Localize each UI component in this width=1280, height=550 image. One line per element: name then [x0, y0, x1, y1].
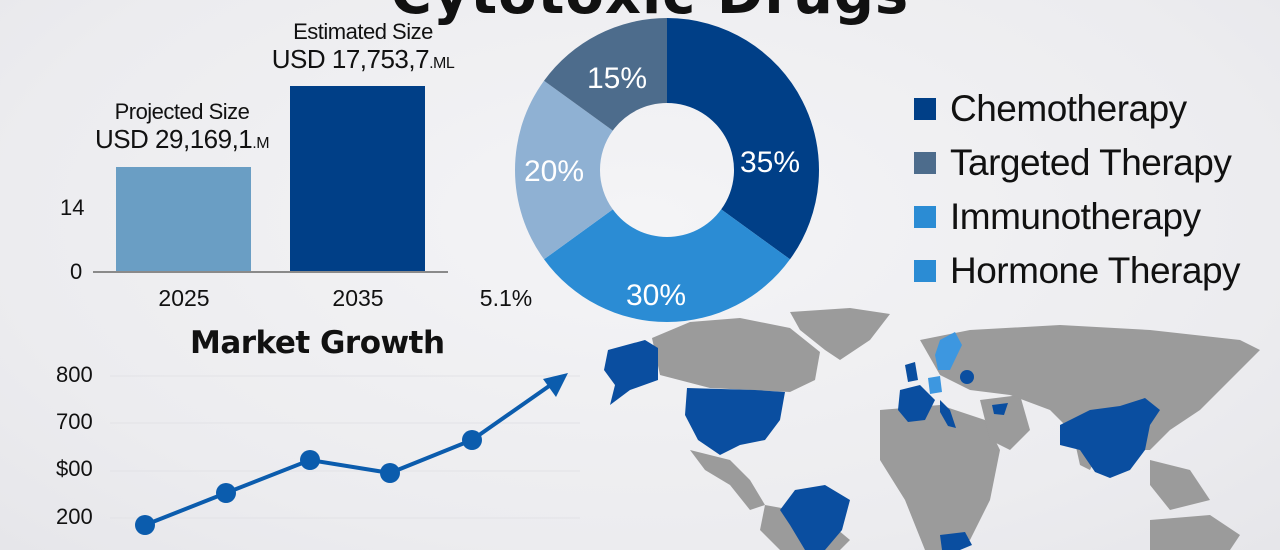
x-axis-line: [93, 271, 448, 273]
y-tick-200: 200: [56, 504, 93, 529]
legend-swatch-icon: [914, 260, 936, 282]
donut-label-chemotherapy: 35%: [740, 146, 801, 179]
x-tick-2035: 2035: [332, 285, 384, 311]
region-usa: [685, 388, 785, 455]
donut-slice-immunotherapy: [544, 209, 790, 322]
line-chart: [110, 373, 580, 535]
bar-label-2025: Projected Size USD 29,169,1.M: [94, 99, 270, 154]
region-italy: [940, 400, 956, 428]
trend-arrow-icon: [543, 373, 568, 397]
data-points: [135, 430, 482, 535]
y-tick-800: 800: [56, 362, 93, 387]
bar-label-2035: Estimated Size USD 17,753,7.ML: [271, 19, 455, 74]
region-china: [1060, 398, 1160, 478]
region-belarus: [960, 370, 974, 384]
cagr-label: 5.1%: [479, 285, 533, 311]
legend-item-chemotherapy: Chemotherapy: [914, 82, 1240, 136]
gridlines: [110, 375, 580, 519]
region-scandinavia: [935, 332, 962, 370]
region-alaska: [604, 340, 658, 405]
y-tick-700: 700: [56, 409, 93, 434]
growth-line: [144, 382, 554, 527]
donut-slice-chemotherapy: [667, 18, 819, 260]
legend-swatch-icon: [914, 152, 936, 174]
legend: Chemotherapy Targeted Therapy Immunother…: [914, 82, 1241, 298]
donut-slice-targeted-therapy: [544, 18, 667, 131]
bar-2035: [290, 86, 425, 271]
donut-label-targeted-therapy: 15%: [587, 62, 648, 95]
y-tick-500: $00: [56, 456, 93, 481]
region-western-europe: [898, 385, 935, 422]
region-brazil: [780, 485, 850, 550]
line-chart-title: Market Growth: [190, 325, 445, 361]
donut-label-immunotherapy: 30%: [626, 279, 687, 312]
bar-2025: [116, 167, 251, 271]
donut-slice-hormone-therapy: [515, 80, 613, 260]
legend-item-hormone-therapy: Hormone Therapy: [914, 244, 1241, 298]
region-caucasus: [992, 403, 1008, 415]
donut-label-hormone-therapy: 20%: [524, 155, 585, 188]
map-highlighted-light: [928, 332, 962, 394]
y-tick-0: 0: [70, 259, 83, 284]
map-highlighted-countries: [604, 340, 1160, 550]
region-uk: [905, 362, 918, 382]
region-south-africa: [940, 532, 972, 550]
legend-swatch-icon: [914, 206, 936, 228]
legend-item-targeted-therapy: Targeted Therapy: [914, 136, 1240, 190]
map-land: [652, 308, 1260, 550]
legend-swatch-icon: [914, 98, 936, 120]
y-tick-14: 14: [60, 195, 85, 220]
x-tick-2025: 2025: [158, 285, 210, 311]
region-germany: [928, 376, 942, 394]
legend-item-immunotherapy: Immunotherapy: [914, 190, 1240, 244]
world-map: [604, 308, 1260, 550]
